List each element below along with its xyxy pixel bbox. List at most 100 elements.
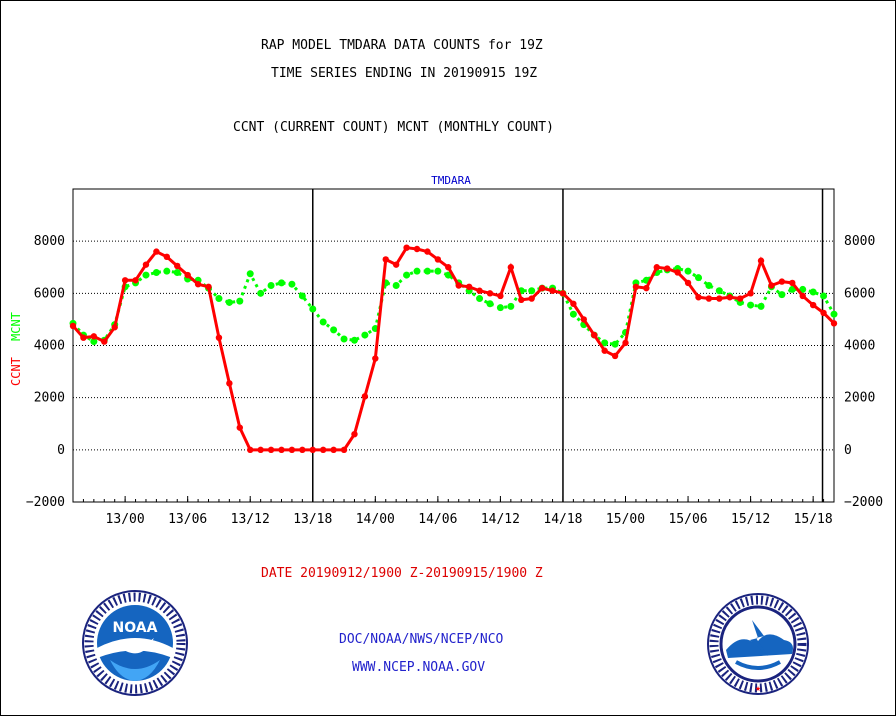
point-ccnt <box>174 262 181 270</box>
point-ccnt <box>132 277 139 284</box>
point-mcnt <box>350 336 358 344</box>
point-ccnt <box>413 245 421 253</box>
point-mcnt <box>330 326 338 334</box>
point-mcnt <box>403 271 411 279</box>
point-ccnt <box>528 295 535 302</box>
point-ccnt <box>90 333 98 340</box>
point-ccnt <box>351 430 358 438</box>
point-ccnt <box>622 339 629 347</box>
point-ccnt <box>653 264 660 271</box>
point-mcnt <box>747 301 755 309</box>
point-mcnt <box>434 267 442 275</box>
point-mcnt <box>830 310 838 318</box>
y-tick-label-right: 8000 <box>844 234 875 249</box>
point-mcnt <box>486 300 494 308</box>
point-ccnt <box>142 261 150 268</box>
x-tick-label: 13/00 <box>106 512 145 527</box>
point-ccnt <box>299 446 306 454</box>
point-mcnt <box>413 267 421 275</box>
point-mcnt <box>361 331 369 339</box>
y-tick-label-right: −2000 <box>844 495 883 510</box>
page-title-line1: RAP MODEL TMDARA DATA COUNTS for 19Z <box>261 38 543 53</box>
x-tick-label: 14/18 <box>543 512 582 527</box>
point-ccnt <box>236 424 243 431</box>
y-tick-label-right: 2000 <box>844 391 875 406</box>
x-tick-label: 14/12 <box>481 512 520 527</box>
x-tick-label: 14/06 <box>418 512 457 527</box>
point-ccnt <box>664 265 671 272</box>
point-mcnt <box>496 304 504 312</box>
point-ccnt <box>184 271 191 279</box>
y-tick-label-left: 0 <box>57 443 65 458</box>
point-ccnt <box>799 292 806 300</box>
point-ccnt <box>403 244 410 251</box>
point-mcnt <box>569 310 577 318</box>
point-mcnt <box>778 291 786 299</box>
point-mcnt <box>277 279 285 287</box>
point-ccnt <box>559 290 567 297</box>
point-ccnt <box>121 277 129 284</box>
point-ccnt <box>382 256 389 263</box>
point-ccnt <box>340 446 348 454</box>
point-mcnt <box>684 267 692 275</box>
point-mcnt <box>90 338 98 346</box>
point-ccnt <box>538 284 546 292</box>
point-mcnt <box>423 267 431 275</box>
page-title-line2: TIME SERIES ENDING IN 20190915 19Z <box>271 66 538 81</box>
point-ccnt <box>434 256 442 263</box>
point-ccnt <box>486 290 494 297</box>
point-mcnt <box>309 305 317 313</box>
date-range-label: DATE 20190912/1900 Z-20190915/1900 Z <box>261 566 543 581</box>
y-tick-label-left: 4000 <box>34 339 65 354</box>
point-mcnt <box>507 302 515 310</box>
x-tick-label: 15/12 <box>731 512 770 527</box>
x-tick-label: 14/00 <box>356 512 395 527</box>
point-ccnt <box>445 264 452 271</box>
point-ccnt <box>580 316 588 323</box>
point-mcnt <box>298 292 306 300</box>
point-mcnt <box>528 287 536 295</box>
point-ccnt <box>684 279 692 287</box>
point-ccnt <box>319 446 327 454</box>
x-tick-label: 13/06 <box>168 512 207 527</box>
point-ccnt <box>757 257 765 264</box>
point-mcnt <box>257 289 265 297</box>
point-ccnt <box>591 331 598 339</box>
point-ccnt <box>747 290 754 297</box>
point-mcnt <box>173 268 181 276</box>
point-mcnt <box>788 285 796 293</box>
y-tick-label-right: 0 <box>844 443 852 458</box>
point-ccnt <box>497 292 504 300</box>
point-ccnt <box>80 334 87 341</box>
point-ccnt <box>809 301 817 309</box>
noaa-logo: NOAA <box>82 590 188 696</box>
point-mcnt <box>236 297 244 305</box>
point-ccnt <box>674 269 681 276</box>
point-ccnt <box>111 324 118 331</box>
point-mcnt <box>601 339 609 347</box>
point-ccnt <box>163 253 171 261</box>
point-ccnt <box>361 393 369 400</box>
point-ccnt <box>518 296 525 304</box>
point-mcnt <box>267 282 275 290</box>
org-label: DOC/NOAA/NWS/NCEP/NCO <box>339 632 504 647</box>
point-ccnt <box>695 294 702 301</box>
point-ccnt <box>789 279 796 287</box>
point-mcnt <box>705 282 713 290</box>
point-ccnt <box>309 446 316 454</box>
point-ccnt <box>455 282 462 289</box>
chart-title: TMDARA <box>431 174 471 187</box>
point-mcnt <box>288 280 296 288</box>
point-ccnt <box>194 281 202 288</box>
point-mcnt <box>476 295 484 303</box>
point-ccnt <box>215 334 223 341</box>
url-label: WWW.NCEP.NOAA.GOV <box>352 660 486 675</box>
point-ccnt <box>69 322 77 330</box>
point-ccnt <box>778 278 786 285</box>
point-ccnt <box>392 261 400 268</box>
y-axis-label-mcnt: MCNT <box>9 312 23 341</box>
point-mcnt <box>152 268 160 276</box>
point-ccnt <box>330 446 337 454</box>
point-ccnt <box>768 282 775 289</box>
